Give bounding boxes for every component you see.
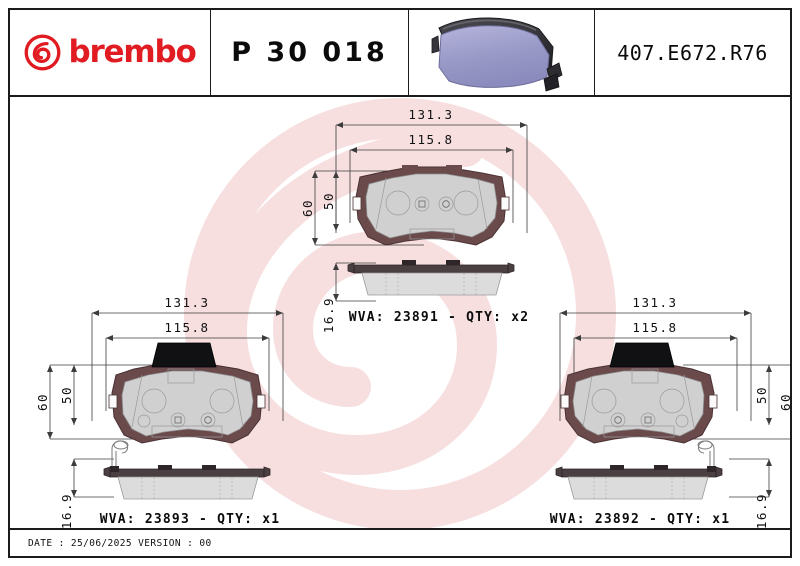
brembo-logo-icon <box>25 34 61 71</box>
pad-render-cell <box>408 10 594 95</box>
dim-thickness: 16.9 <box>754 493 769 529</box>
dim-width-outer: 131.3 <box>408 107 453 122</box>
dim-height-inner: 50 <box>321 192 336 210</box>
dim-width-inner: 115.8 <box>164 320 209 335</box>
dim-width-outer: 131.3 <box>164 295 209 310</box>
part-code-cell: P 30 018 <box>210 10 408 95</box>
brand-cell: brembo <box>10 10 210 95</box>
wva-label-top: WVA: 23891 - QTY: x2 <box>349 310 530 325</box>
part-code: P 30 018 <box>231 37 388 68</box>
dim-thickness: 16.9 <box>59 493 74 529</box>
pad-drawing-top: 131.3 115.8 60 50 16.9 WVA: 23891 - QTY:… <box>300 105 556 350</box>
footer-block: DATE : 25/06/2025 VERSION : 00 <box>10 528 790 556</box>
reference-code-cell: 407.E672.R76 <box>594 10 790 95</box>
pad-drawing-bottom-left: 131.3 115.8 60 50 16.9 WVA: 23893 - QTY:… <box>32 293 294 530</box>
wva-label-bottom-left: WVA: 23893 - QTY: x1 <box>100 512 281 527</box>
dim-height-inner: 50 <box>59 386 74 404</box>
brake-pad-3d-render <box>431 17 562 92</box>
sheet-frame: brembo P 30 018 <box>8 8 792 558</box>
reference-code: 407.E672.R76 <box>617 40 768 65</box>
dim-width-inner: 115.8 <box>632 320 677 335</box>
dim-width-outer: 131.3 <box>632 295 677 310</box>
dim-height-outer: 60 <box>300 199 315 217</box>
title-block: brembo P 30 018 <box>10 10 790 97</box>
drawing-area: 131.3 115.8 60 50 16.9 WVA: 23891 - QTY:… <box>10 97 790 530</box>
brand-wordmark: brembo <box>68 34 196 70</box>
dim-height-inner: 50 <box>754 386 769 404</box>
date-version-text: DATE : 25/06/2025 VERSION : 00 <box>28 537 212 549</box>
dim-height-outer: 60 <box>778 393 790 411</box>
dim-height-outer: 60 <box>35 393 50 411</box>
dim-width-inner: 115.8 <box>408 132 453 147</box>
wva-label-bottom-right: WVA: 23892 - QTY: x1 <box>550 512 731 527</box>
pad-drawing-bottom-right: 131.3 115.8 60 50 16.9 WVA: 23892 - QTY:… <box>532 293 790 530</box>
dim-thickness: 16.9 <box>321 297 336 333</box>
